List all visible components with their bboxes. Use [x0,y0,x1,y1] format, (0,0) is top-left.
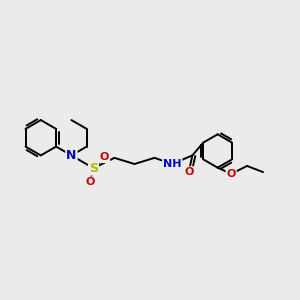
Text: O: O [100,152,109,162]
Text: O: O [85,177,94,188]
Text: O: O [226,169,236,179]
Text: N: N [66,149,76,162]
Text: S: S [89,162,98,175]
Text: NH: NH [163,159,182,169]
Text: O: O [184,167,194,177]
